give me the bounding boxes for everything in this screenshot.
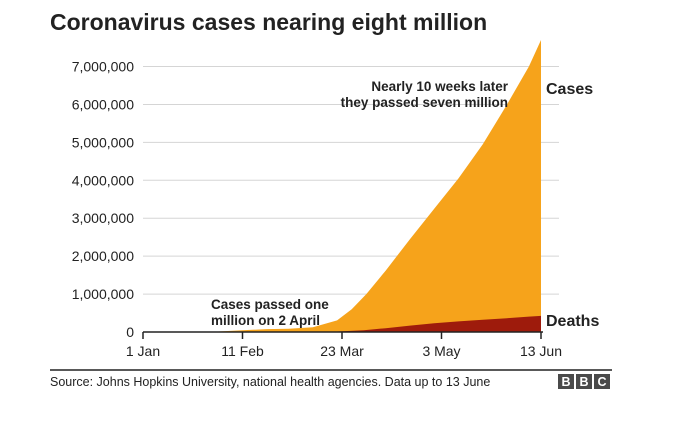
x-tick-label: 1 Jan <box>126 343 160 359</box>
x-tick-label: 13 Jun <box>520 343 562 359</box>
axes: 0 1,000,000 2,000,000 3,000,000 4,000,000 5,0… <box>72 59 562 359</box>
y-tick-label: 5,000,000 <box>72 134 134 150</box>
series-label-deaths: Deaths <box>546 313 599 330</box>
logo-block <box>594 374 610 389</box>
series-labels: Cases Deaths <box>546 81 599 330</box>
y-tick-label: 3,000,000 <box>72 210 134 226</box>
source-text: Source: Johns Hopkins University, nation… <box>50 375 490 389</box>
logo-letter: B <box>579 375 588 389</box>
grid-lines <box>143 66 559 295</box>
logo-letter: C <box>597 375 606 389</box>
area-deaths <box>143 315 541 332</box>
annotation-line: Nearly 10 weeks later <box>371 79 508 94</box>
chart-title: Coronavirus cases nearing eight million <box>50 9 487 35</box>
y-tick-label: 4,000,000 <box>72 172 134 188</box>
y-tick-label: 7,000,000 <box>72 59 134 75</box>
y-tick-label: 2,000,000 <box>72 248 134 264</box>
logo-block <box>558 374 574 389</box>
annotation-line: million on 2 April <box>211 313 320 328</box>
logo-letter: B <box>561 375 570 389</box>
y-tick-label: 6,000,000 <box>72 96 134 112</box>
x-tick-label: 3 May <box>422 343 460 359</box>
series-label-cases: Cases <box>546 81 593 98</box>
x-tick-label: 23 Mar <box>320 343 364 359</box>
y-tick-label: 1,000,000 <box>72 286 134 302</box>
annotation-line: they passed seven million <box>341 95 508 110</box>
annotation-line: Cases passed one <box>211 297 329 312</box>
x-tick-label: 11 Feb <box>221 343 264 359</box>
data-areas <box>143 40 541 332</box>
area-cases <box>143 40 541 332</box>
y-tick-label: 0 <box>126 324 134 340</box>
logo-block <box>576 374 592 389</box>
